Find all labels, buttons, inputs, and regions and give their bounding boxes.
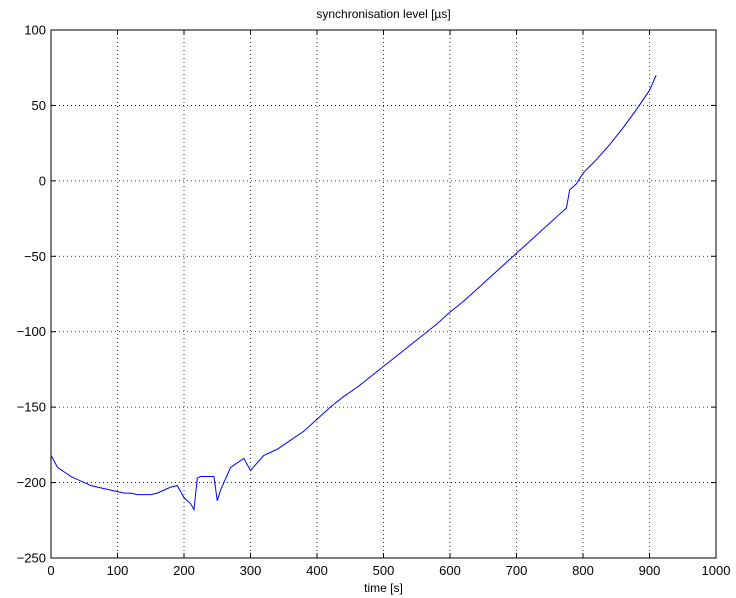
x-axis-label: time [s]: [364, 581, 403, 595]
y-tick-labels: −250 −200 −150 −100 −50 0 50 100: [17, 23, 46, 566]
x-tick-label: 700: [506, 563, 528, 578]
x-tick-label: 0: [47, 563, 54, 578]
y-tick-label: −200: [17, 475, 46, 490]
y-tick-label: −50: [24, 249, 46, 264]
chart-title: synchronisation level [µs]: [316, 7, 450, 21]
x-tick-labels: 0 100 200 300 400 500 600 700 800 900 1000: [47, 563, 730, 578]
y-tick-label: 0: [39, 173, 46, 188]
x-tick-label: 900: [639, 563, 661, 578]
x-tick-label: 400: [306, 563, 328, 578]
x-tick-label: 1000: [702, 563, 731, 578]
y-tick-label: −250: [17, 551, 46, 566]
y-tick-label: −150: [17, 400, 46, 415]
series-line: [50, 75, 657, 512]
plot-frame: [50, 29, 717, 559]
x-tick-label: 500: [373, 563, 395, 578]
x-tick-label: 600: [439, 563, 461, 578]
y-tick-label: 50: [32, 98, 46, 113]
x-tick-label: 300: [240, 563, 262, 578]
x-tick-label: 100: [107, 563, 129, 578]
y-tick-label: −100: [17, 324, 46, 339]
x-tick-label: 200: [173, 563, 195, 578]
x-tick-label: 800: [572, 563, 594, 578]
grid-lines: [51, 30, 716, 558]
y-tick-label: 100: [24, 23, 46, 38]
